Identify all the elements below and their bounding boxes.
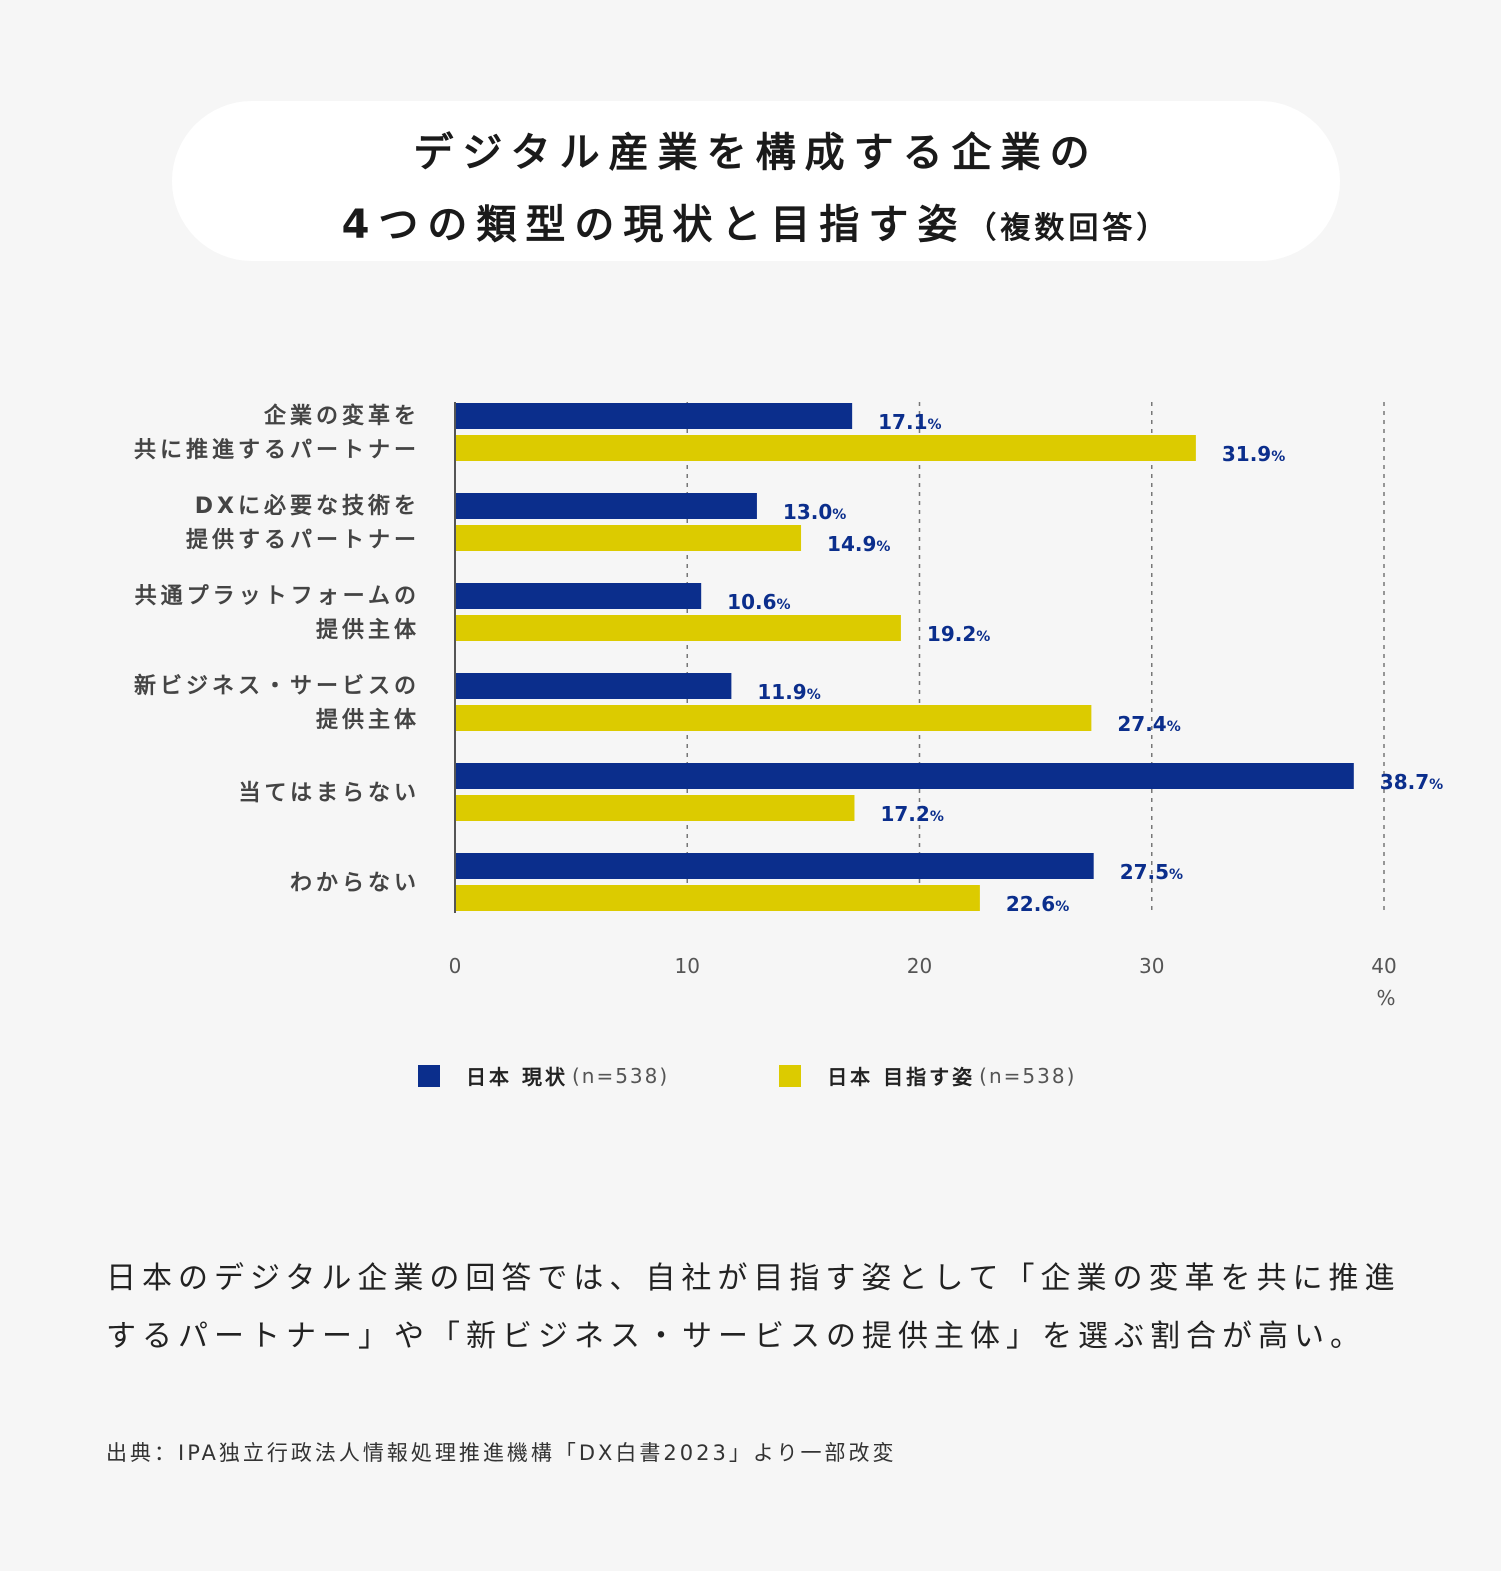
- legend-label-goal: 日本 目指す姿: [827, 1065, 976, 1089]
- value-label-current-2: 10.6%: [727, 590, 790, 614]
- value-label-goal-0: 31.9%: [1222, 442, 1285, 466]
- value-label-current-4: 38.7%: [1380, 770, 1443, 794]
- bar-chart: 0 10 20 30 40% 17.1% 31.9% 企業の変革を共に推進するパートナー 13.…: [134, 402, 1443, 1010]
- bar-current-2: [455, 583, 702, 609]
- value-label-current-5: 27.5%: [1120, 860, 1183, 884]
- category-label-4-0: 当てはまらない: [238, 781, 420, 806]
- bar-current-3: [455, 673, 732, 699]
- bar-current-0: [455, 403, 853, 429]
- legend-swatch-goal: [779, 1064, 802, 1087]
- category-label-2-1: 提供主体: [316, 617, 420, 643]
- category-label-3-1: 提供主体: [316, 707, 420, 733]
- chart-title-line1: デジタル産業を構成する企業の: [413, 130, 1099, 176]
- bar-current-4: [455, 763, 1354, 789]
- bar-current-1: [455, 493, 757, 519]
- bar-goal-4: [455, 795, 855, 821]
- category-label-1-1: 提供するパートナー: [186, 527, 420, 553]
- bar-goal-1: [455, 525, 802, 551]
- chart-title-line2: 4つの類型の現状と目指す姿（複数回答）: [172, 189, 1340, 265]
- summary-text: 日本のデジタル企業の回答では、自社が目指す姿として「企業の変革を共に推進するパー…: [106, 1261, 1401, 1354]
- value-label-current-0: 17.1%: [878, 410, 941, 434]
- bar-goal-2: [455, 615, 901, 641]
- legend-swatch-current: [418, 1064, 440, 1087]
- value-label-goal-1: 14.9%: [827, 532, 890, 556]
- value-label-current-1: 13.0%: [783, 500, 846, 524]
- legend-label-current: 日本 現状: [466, 1065, 568, 1089]
- chart-title-suffix: （複数回答）: [966, 211, 1171, 246]
- category-label-0-1: 共に推進するパートナー: [134, 438, 420, 463]
- legend-n-current: (n=538): [571, 1063, 670, 1088]
- bar-goal-0: [455, 435, 1196, 461]
- category-label-1-0: DXに必要な技術を: [195, 493, 420, 519]
- title-panel: デジタル産業を構成する企業の 4つの類型の現状と目指す姿（複数回答）: [172, 101, 1340, 261]
- bar-goal-5: [455, 885, 980, 911]
- value-label-goal-4: 17.2%: [880, 802, 943, 826]
- category-label-2-0: 共通プラットフォームの: [135, 584, 420, 609]
- x-tick-label-0: 0: [449, 954, 462, 978]
- legend: 日本 現状 (n=538) 日本 目指す姿 (n=538): [418, 1061, 1186, 1090]
- chart-title-line2-main: 4つの類型の現状と目指す姿: [341, 202, 967, 248]
- value-label-goal-3: 27.4%: [1117, 712, 1180, 736]
- source-note: 出典：IPA独立行政法人情報処理推進機構「DX白書2023」より一部改変: [106, 1441, 897, 1465]
- bar-current-5: [455, 853, 1094, 879]
- bar-goal-3: [455, 705, 1092, 731]
- legend-n-goal: (n=538): [979, 1063, 1077, 1088]
- x-tick-label-40: 40: [1371, 954, 1396, 978]
- value-label-goal-5: 22.6%: [1006, 892, 1069, 916]
- x-axis-unit: %: [1376, 986, 1395, 1010]
- category-label-0-0: 企業の変革を: [263, 403, 420, 429]
- x-tick-label-10: 10: [675, 954, 700, 978]
- legend-item-goal: 日本 目指す姿 (n=538): [779, 1061, 1076, 1090]
- value-label-current-3: 11.9%: [757, 680, 820, 704]
- value-label-goal-2: 19.2%: [927, 622, 990, 646]
- legend-item-current: 日本 現状 (n=538): [418, 1061, 669, 1090]
- category-label-5-0: わからない: [290, 871, 420, 896]
- x-tick-label-30: 30: [1139, 954, 1164, 978]
- category-label-3-0: 新ビジネス・サービスの: [134, 673, 420, 699]
- x-tick-label-20: 20: [907, 954, 932, 978]
